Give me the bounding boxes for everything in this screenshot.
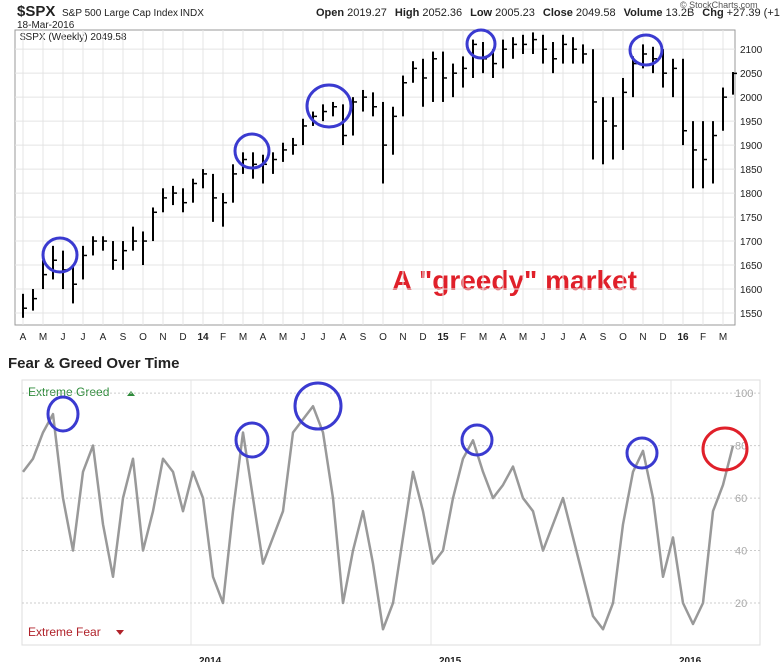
x-tick-label: M bbox=[479, 332, 487, 343]
current-circle bbox=[701, 426, 749, 472]
stat-label: Chg bbox=[702, 7, 723, 19]
stat-label: High bbox=[395, 7, 420, 19]
y-tick-label: 1900 bbox=[740, 141, 763, 152]
y-tick-label: 2000 bbox=[740, 93, 763, 104]
y-tick-label: 1750 bbox=[740, 213, 763, 224]
x-tick-label: M bbox=[39, 332, 47, 343]
x-tick-label: D bbox=[179, 332, 186, 343]
stat-label: Low bbox=[470, 7, 492, 19]
price-frame bbox=[14, 29, 736, 326]
y-tick-label: 40 bbox=[735, 546, 747, 558]
x-tick-label: D bbox=[659, 332, 666, 343]
x-tick-label: N bbox=[639, 332, 646, 343]
x-tick-label: A bbox=[340, 332, 347, 343]
x-tick-label: 2014 bbox=[199, 656, 222, 662]
stat-value: 2019.27 bbox=[347, 7, 387, 19]
stat-label: Volume bbox=[624, 7, 663, 19]
y-tick-label: 1850 bbox=[740, 165, 763, 176]
extreme-fear: Extreme Fear bbox=[28, 625, 101, 639]
date: 18-Mar-2016 bbox=[17, 20, 75, 31]
fg-line bbox=[22, 404, 735, 631]
extreme-greed: Extreme Greed bbox=[28, 385, 109, 399]
annotation: A "greedy" market bbox=[392, 265, 637, 296]
x-tick-label: M bbox=[719, 332, 727, 343]
down-triangle bbox=[116, 630, 124, 635]
stat-value: 2049.58 bbox=[576, 7, 616, 19]
stat-value: +27.39 (+1.35%) bbox=[727, 7, 780, 19]
legend: $SPX (Weekly) 2049.58 bbox=[20, 32, 127, 43]
y-tick-label: 2100 bbox=[740, 45, 763, 56]
x-tick-label: J bbox=[81, 332, 86, 343]
x-tick-label: 2016 bbox=[679, 656, 702, 662]
y-tick-label: 1550 bbox=[740, 309, 763, 320]
x-tick-label: J bbox=[541, 332, 546, 343]
y-tick-label: 1950 bbox=[740, 117, 763, 128]
x-tick-label: J bbox=[321, 332, 326, 343]
stat-value: 13.2B bbox=[666, 7, 695, 19]
stats: Open 2019.27 High 2052.36 Low 2005.23 Close 204… bbox=[316, 7, 780, 19]
x-tick-label: O bbox=[139, 332, 147, 343]
x-tick-label: M bbox=[519, 332, 527, 343]
x-tick-label: M bbox=[279, 332, 287, 343]
x-tick-label: J bbox=[301, 332, 306, 343]
x-tick-label: A bbox=[500, 332, 507, 343]
index-name: S&P 500 Large Cap Index bbox=[62, 8, 178, 19]
stat-label: Close bbox=[543, 7, 573, 19]
x-tick-label: J bbox=[561, 332, 566, 343]
symbol: $SPX bbox=[17, 3, 55, 20]
x-tick-label: S bbox=[360, 332, 367, 343]
x-tick-label: F bbox=[220, 332, 226, 343]
x-tick-label: F bbox=[700, 332, 706, 343]
y-tick-label: 1700 bbox=[740, 237, 763, 248]
x-tick-label: A bbox=[100, 332, 107, 343]
x-tick-label: N bbox=[159, 332, 166, 343]
fg-frame bbox=[21, 379, 761, 646]
x-tick-label: M bbox=[239, 332, 247, 343]
y-tick-label: 80 bbox=[735, 441, 747, 453]
x-tick-label: J bbox=[61, 332, 66, 343]
stat-value: 2005.23 bbox=[495, 7, 535, 19]
y-tick-label: 100 bbox=[735, 388, 753, 400]
credit: © StockCharts.com bbox=[680, 0, 758, 10]
x-tick-label: A bbox=[260, 332, 267, 343]
y-tick-label: 60 bbox=[735, 493, 747, 505]
x-tick-label: F bbox=[460, 332, 466, 343]
y-tick-label: 1800 bbox=[740, 189, 763, 200]
x-tick-label: S bbox=[600, 332, 607, 343]
y-tick-label: 2050 bbox=[740, 69, 763, 80]
x-tick-label: A bbox=[580, 332, 587, 343]
y-tick-label: 20 bbox=[735, 598, 747, 610]
x-tick-label: 15 bbox=[437, 332, 449, 343]
x-tick-label: O bbox=[379, 332, 387, 343]
x-tick-label: 16 bbox=[677, 332, 689, 343]
exchange: INDX bbox=[180, 8, 204, 19]
fg-title: Fear & Greed Over Time bbox=[8, 355, 179, 372]
stat-value: 2052.36 bbox=[422, 7, 462, 19]
highlight-circles bbox=[41, 28, 664, 470]
x-tick-label: D bbox=[419, 332, 426, 343]
x-tick-label: 2015 bbox=[439, 656, 462, 662]
y-tick-label: 1650 bbox=[740, 261, 763, 272]
y-tick-label: 1600 bbox=[740, 285, 763, 296]
x-tick-label: 14 bbox=[197, 332, 209, 343]
x-tick-label: O bbox=[619, 332, 627, 343]
stat-label: Open bbox=[316, 7, 344, 19]
x-tick-label: S bbox=[120, 332, 127, 343]
marks: 1550 1600 1650 1700 1750 1800 1850 1900 1950 2000… bbox=[15, 30, 763, 662]
x-tick-label: N bbox=[399, 332, 406, 343]
x-tick-label: A bbox=[20, 332, 27, 343]
